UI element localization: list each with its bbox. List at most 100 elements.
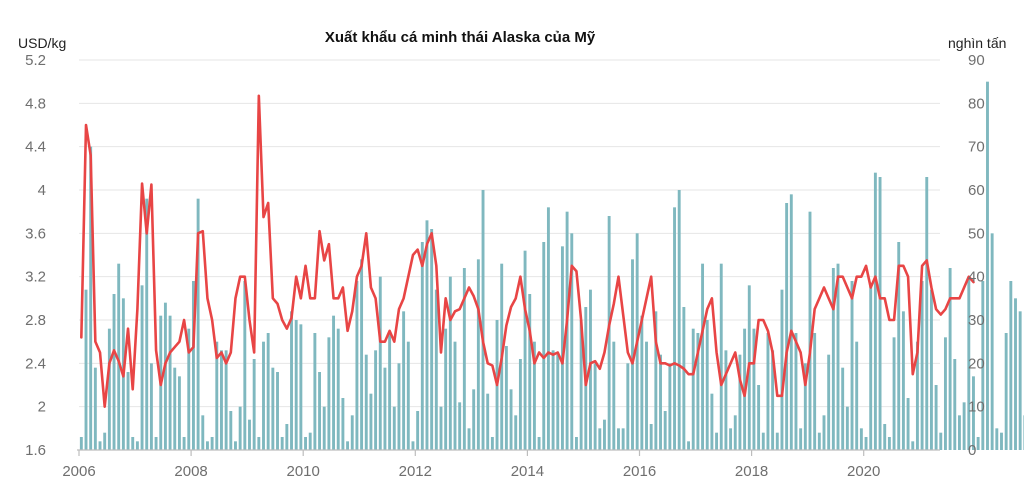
bar bbox=[1009, 281, 1013, 450]
bar bbox=[962, 402, 966, 450]
bar bbox=[467, 428, 471, 450]
bar bbox=[901, 311, 905, 450]
bar bbox=[332, 315, 336, 450]
bar bbox=[481, 190, 485, 450]
bar bbox=[117, 263, 121, 450]
right-tick-label: 20 bbox=[968, 355, 985, 372]
bar bbox=[556, 354, 560, 450]
bar bbox=[575, 437, 578, 450]
bar bbox=[112, 294, 116, 450]
bar bbox=[696, 333, 700, 450]
left-tick-label: 4.4 bbox=[25, 139, 46, 156]
bar bbox=[378, 276, 382, 450]
bar bbox=[822, 415, 826, 450]
bar bbox=[649, 424, 653, 450]
bar bbox=[869, 285, 873, 450]
bar bbox=[733, 415, 737, 450]
bar bbox=[518, 359, 522, 450]
bar bbox=[659, 354, 662, 450]
bar bbox=[850, 281, 854, 450]
bar bbox=[542, 242, 546, 450]
bar bbox=[318, 372, 321, 450]
bar bbox=[715, 432, 719, 450]
price-line bbox=[80, 94, 975, 408]
bar bbox=[855, 341, 859, 450]
bar bbox=[691, 328, 695, 450]
bar bbox=[191, 281, 195, 450]
bar bbox=[785, 203, 789, 450]
bar bbox=[836, 263, 840, 450]
right-tick-label: 90 bbox=[968, 52, 985, 69]
bar bbox=[290, 311, 293, 450]
bar bbox=[845, 406, 849, 450]
left-axis-ticks: 1.6 2 2.4 2.8 3.2 3.6 4 4.4 4.8 5.2 bbox=[25, 52, 46, 459]
left-tick-label: 4.8 bbox=[25, 95, 46, 112]
bar bbox=[462, 268, 466, 450]
bar bbox=[131, 437, 135, 450]
bar bbox=[248, 419, 251, 450]
bar bbox=[729, 428, 733, 450]
bar bbox=[210, 437, 214, 450]
bar bbox=[967, 276, 971, 450]
bar bbox=[168, 315, 172, 450]
bar bbox=[355, 281, 359, 450]
right-tick-label: 10 bbox=[968, 399, 985, 416]
bar bbox=[593, 363, 597, 450]
bar bbox=[103, 432, 107, 450]
bar bbox=[841, 367, 845, 450]
bar bbox=[416, 411, 420, 450]
bar bbox=[958, 415, 961, 450]
bar bbox=[206, 441, 209, 450]
bar bbox=[631, 259, 634, 450]
bar bbox=[972, 376, 975, 450]
left-tick-label: 1.6 bbox=[25, 442, 46, 459]
bar bbox=[322, 406, 326, 450]
bar bbox=[1004, 333, 1008, 450]
bar bbox=[887, 437, 891, 450]
bar bbox=[523, 250, 527, 450]
bar bbox=[803, 363, 807, 450]
bar bbox=[201, 415, 205, 450]
bar bbox=[420, 242, 424, 450]
bar bbox=[154, 437, 158, 450]
bar bbox=[397, 363, 401, 450]
bar bbox=[645, 341, 648, 450]
bar bbox=[579, 320, 583, 450]
right-tick-label: 40 bbox=[968, 269, 985, 286]
x-tick-label: 2018 bbox=[735, 463, 768, 480]
bar bbox=[224, 350, 228, 450]
bar bbox=[514, 415, 518, 450]
bar bbox=[603, 419, 606, 450]
bar bbox=[406, 341, 410, 450]
bar bbox=[476, 259, 480, 450]
bar bbox=[794, 333, 798, 450]
bar bbox=[262, 341, 265, 450]
bar bbox=[589, 289, 592, 450]
bar bbox=[229, 411, 233, 450]
bar bbox=[976, 437, 980, 450]
bar bbox=[761, 432, 765, 450]
bar bbox=[537, 437, 541, 450]
left-tick-label: 4 bbox=[38, 182, 46, 199]
right-tick-label: 70 bbox=[968, 139, 985, 156]
bar bbox=[939, 432, 943, 450]
bar bbox=[299, 324, 303, 450]
bar bbox=[509, 389, 513, 450]
left-tick-label: 2.4 bbox=[25, 355, 46, 372]
bar bbox=[771, 350, 775, 450]
bar bbox=[388, 333, 392, 450]
right-tick-label: 30 bbox=[968, 312, 985, 329]
bar bbox=[915, 341, 919, 450]
bar bbox=[276, 372, 279, 450]
bar bbox=[304, 437, 307, 450]
bar bbox=[677, 190, 681, 450]
bar bbox=[528, 294, 532, 450]
x-axis-ticks: 2006 2008 2010 2012 2014 2016 2018 2020 bbox=[62, 450, 880, 480]
bar bbox=[364, 354, 368, 450]
bar bbox=[234, 441, 237, 450]
bar bbox=[892, 337, 896, 450]
left-tick-label: 2.8 bbox=[25, 312, 46, 329]
bar bbox=[934, 385, 938, 450]
bar-series-export-volume bbox=[79, 81, 1024, 451]
